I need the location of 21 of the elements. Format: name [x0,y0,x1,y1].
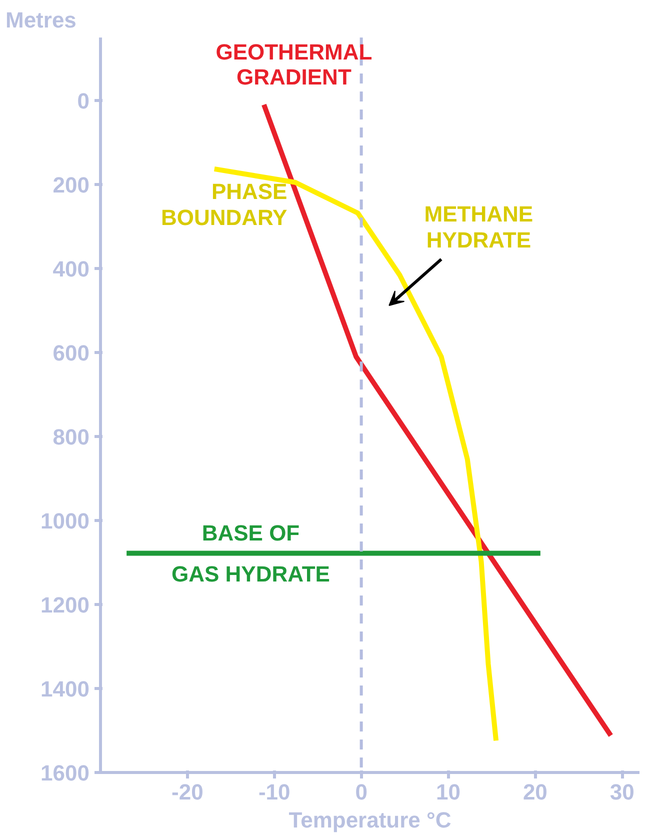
x-tick-label: -20 [172,780,204,804]
y-tick-label: 200 [52,172,90,198]
y-tick-label: 600 [52,340,90,366]
x-tick-label: 20 [522,780,548,804]
x-axis-title: Temperature °C [288,808,452,832]
text: GEOTHERMAL GRADIENT [216,40,372,90]
y-tick-label: 1000 [40,508,90,534]
x-tick-label: 0 [355,780,368,804]
x-tick-label: 30 [610,780,634,804]
y-axis-title: Metres [6,8,76,32]
x-tick-label: -10 [258,780,290,804]
y-tick-label: 1400 [40,676,90,702]
series-label: PHASE BOUNDARY [160,178,288,230]
y-tick-label: 400 [52,256,90,282]
series-label: BASE OF GAS HYDRATE [171,520,330,586]
y-tick-label: 1600 [40,760,90,786]
x-tick-label: 10 [436,780,460,804]
y-tick-label: 1200 [40,592,90,618]
y-tick-label: 0 [77,88,90,114]
annotation: METHANE HYDRATE [424,201,534,252]
y-tick-label: 800 [52,424,90,450]
